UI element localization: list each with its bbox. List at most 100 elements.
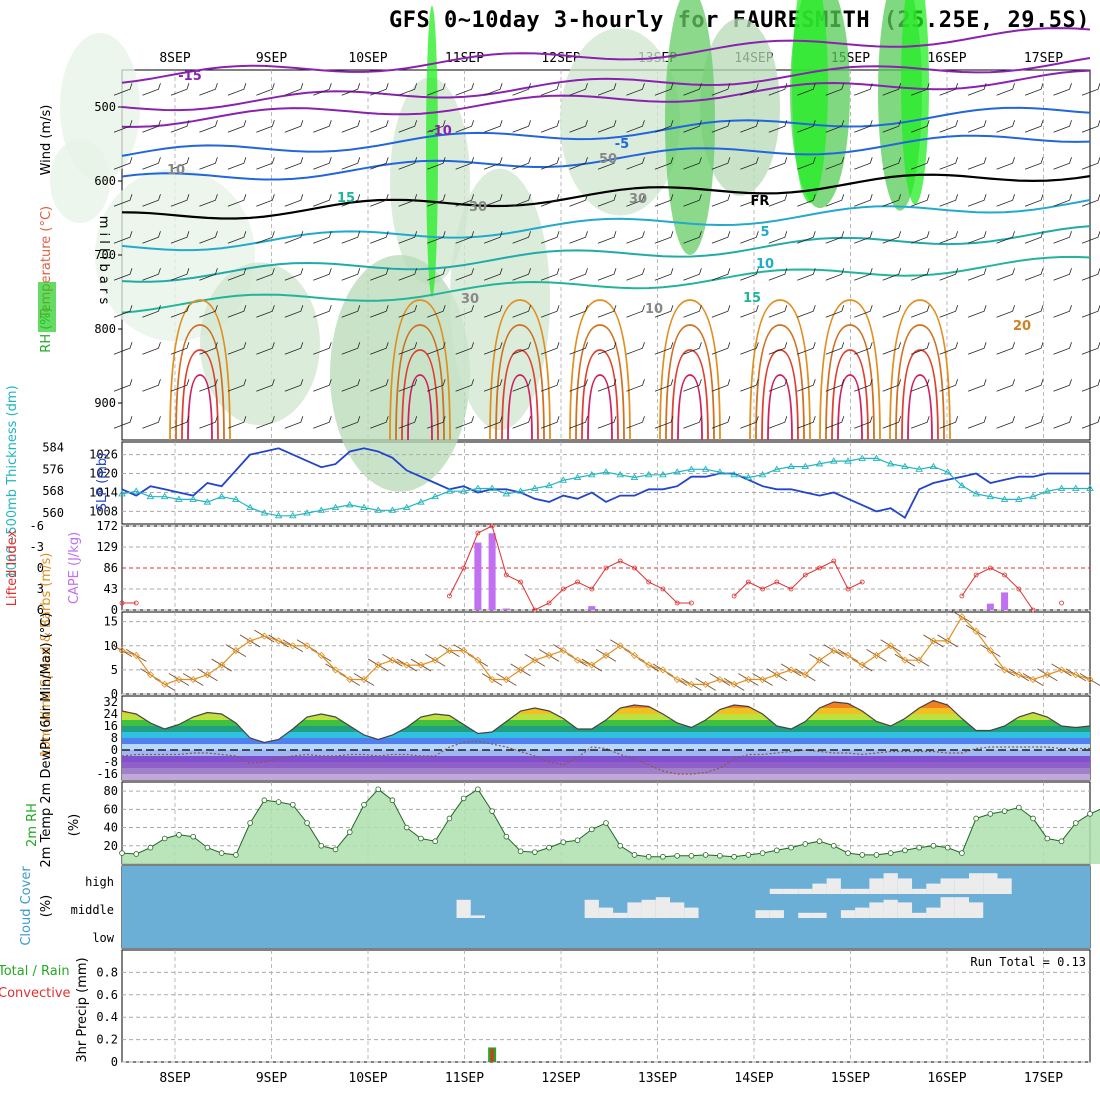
- thickness-point: [1000, 495, 1009, 502]
- wind-barb-icon: [740, 157, 759, 170]
- wind-speed-point: [118, 647, 126, 655]
- date-label-bottom: 17SEP: [1024, 1071, 1063, 1086]
- isotherm-loop: [665, 324, 715, 441]
- wind-barb-icon: [626, 194, 645, 207]
- wind-barb-icon: [768, 416, 788, 429]
- thickness-point: [246, 503, 254, 511]
- wind-barb-icon: [911, 120, 930, 133]
- wind-barb-icon: [1053, 83, 1072, 96]
- pressure-tick: 900: [94, 396, 116, 410]
- wind-barb-icon: [768, 231, 788, 244]
- wind-barb-icon: [455, 157, 475, 170]
- wind-speed-point: [175, 675, 183, 684]
- wind-barb-icon: [854, 194, 873, 207]
- wind-barb-icon: [199, 379, 218, 392]
- cloud-middle-bar: [969, 902, 984, 918]
- wind-speed-point: [872, 651, 881, 659]
- lifted-point: [603, 565, 609, 571]
- rh-point: [830, 842, 837, 849]
- wind-barb-icon: [483, 194, 503, 207]
- wind-barb-icon: [825, 379, 845, 392]
- isotherm-loop: [767, 374, 793, 441]
- dewpoint-line: [121, 740, 1090, 775]
- wind-barb-icon: [370, 305, 389, 318]
- wind-barb-icon: [512, 416, 531, 429]
- rh-point: [389, 797, 396, 804]
- contour-label: 50: [599, 152, 617, 167]
- isotherm-line: [121, 173, 1091, 220]
- wind-label: 10m Wind Speed & Barbs (m/s): [39, 553, 54, 758]
- wind-barb-icon: [939, 342, 959, 355]
- wind-barb-icon: [227, 268, 247, 281]
- wind-barb-icon: [597, 231, 617, 244]
- isotherm-loop: [819, 299, 881, 441]
- slp-tick: 1008: [89, 504, 118, 518]
- wind-barb-icon: [256, 416, 275, 429]
- wind-speed-point: [687, 680, 695, 688]
- wind-barb-icon: [170, 120, 190, 133]
- wind-speed-point: [929, 637, 937, 645]
- slp-tick: 1026: [89, 448, 118, 462]
- isotherm-loop: [907, 374, 933, 441]
- temp-band: [122, 708, 1090, 714]
- wind-barb-icon: [1053, 379, 1072, 392]
- wind-barb-icon: [199, 194, 218, 207]
- wind-barb-icon: [142, 416, 161, 429]
- lifted-point: [646, 579, 652, 585]
- wind-barb-icon: [256, 268, 275, 281]
- wind-barb-icon: [825, 416, 845, 429]
- wind-speed-point: [659, 666, 667, 674]
- precip-convective-label: Convective: [0, 986, 71, 1001]
- wind-speed-point: [915, 656, 923, 664]
- rh-point: [660, 853, 666, 860]
- lifted-point: [817, 565, 822, 571]
- wind-speed-point: [602, 651, 610, 659]
- rh-point: [631, 852, 638, 858]
- date-label-bottom: 11SEP: [445, 1071, 484, 1086]
- date-label-bottom: 16SEP: [927, 1071, 966, 1086]
- rh-label: 2m RH: [25, 803, 40, 847]
- thickness-point: [886, 459, 895, 467]
- rh-shade-region: [450, 168, 550, 431]
- panel-frame-precip: [121, 949, 1091, 1063]
- wind-barb-icon: [341, 342, 361, 355]
- isotherm-loop: [575, 324, 625, 441]
- cloud-high-bar: [826, 878, 841, 894]
- lifted-point: [731, 593, 737, 599]
- wind-barb-icon: [797, 120, 816, 133]
- temp-band: [122, 768, 1090, 774]
- wind-barb-icon: [1053, 305, 1072, 318]
- wind-barb-icon: [142, 342, 161, 355]
- temp-band: [122, 756, 1090, 762]
- rh-tick: 80: [104, 784, 118, 798]
- wind-barb-icon: [797, 157, 816, 170]
- thickness-point: [829, 457, 838, 464]
- wind-barb-icon: [1024, 157, 1044, 170]
- rh-point: [560, 839, 567, 845]
- wind-barb-icon: [797, 231, 816, 244]
- thickness-point: [417, 498, 425, 505]
- wind-barb-icon: [370, 268, 389, 281]
- wind-barb-icon: [142, 305, 161, 318]
- cloud-middle-bar: [627, 902, 642, 918]
- wind-barb-icon: [398, 342, 418, 355]
- cape-bar: [1001, 592, 1009, 610]
- cape-tick: 0: [111, 603, 118, 617]
- contour-label: 30: [629, 192, 647, 207]
- wind-barb-icon: [398, 416, 418, 429]
- temp-band: [122, 750, 1090, 756]
- wind-speed-point: [1029, 675, 1037, 684]
- lifted-point: [589, 586, 595, 592]
- thickness-point: [587, 470, 596, 478]
- wind-barb-icon: [284, 305, 304, 318]
- wind-barb-icon: [768, 268, 788, 281]
- wind-barb-icon: [199, 342, 218, 355]
- wind-barb-icon: [256, 157, 275, 170]
- wind-barb-icon: [626, 416, 645, 429]
- thickness-point: [459, 487, 468, 494]
- wind-barb-icon: [256, 342, 275, 355]
- lifted-point: [660, 586, 666, 592]
- date-label-top: 9SEP: [256, 51, 287, 66]
- precip-convective-bar: [490, 1048, 494, 1062]
- rh-point: [588, 826, 595, 833]
